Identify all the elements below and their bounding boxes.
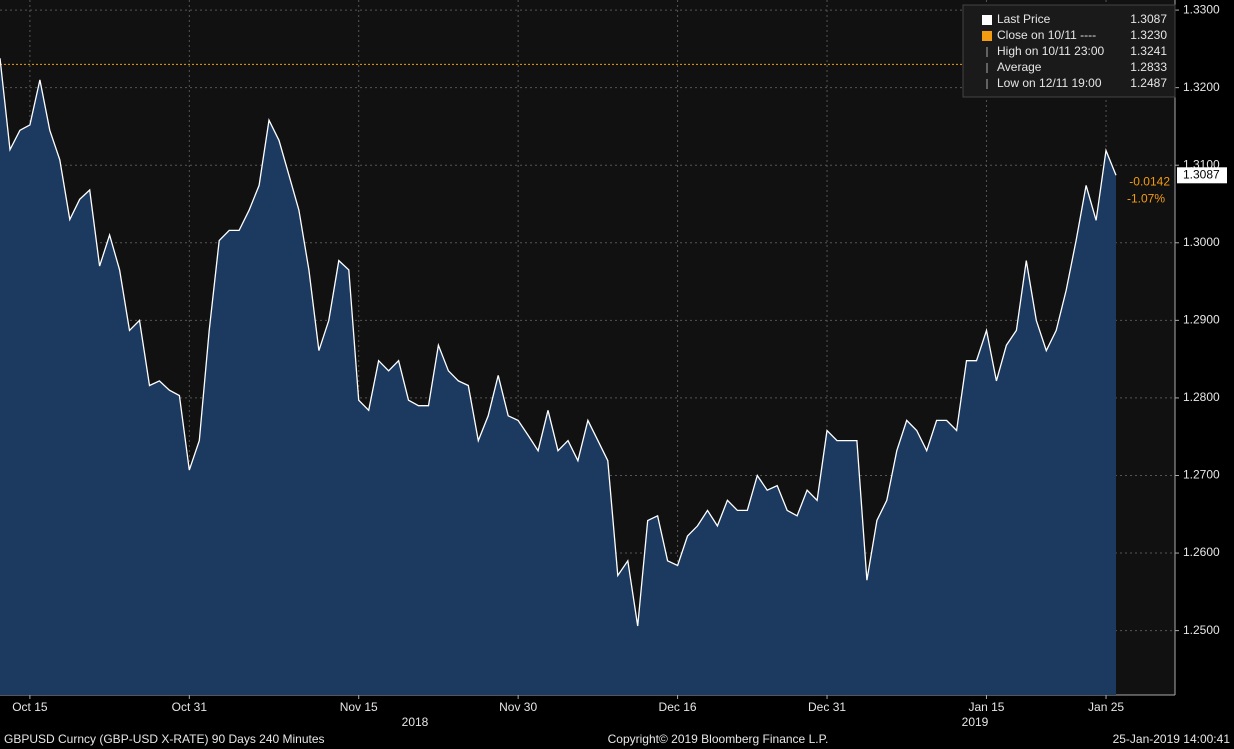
x-tick-label: Jan 15	[968, 700, 1004, 714]
legend-name: Last Price	[997, 12, 1051, 26]
y-tick-label: 1.2800	[1183, 390, 1220, 404]
x-tick-label: Oct 15	[12, 700, 48, 714]
y-tick-label: 1.2500	[1183, 623, 1220, 637]
line	[0, 58, 1117, 627]
legend-value: 1.3230	[1130, 28, 1167, 42]
change-pct: -1.07%	[1127, 191, 1165, 205]
y-tick-label: 1.2900	[1183, 313, 1220, 327]
y-tick-label: 1.2600	[1183, 545, 1220, 559]
last-price-tag-bg	[1177, 167, 1227, 184]
legend-value: 1.2487	[1130, 76, 1167, 90]
legend-swatch	[982, 15, 992, 25]
y-tick-label: 1.3200	[1183, 80, 1220, 94]
area	[0, 58, 1116, 695]
year-label: 2019	[962, 715, 989, 729]
change: -0.0142	[1129, 174, 1170, 188]
x-tick-label: Nov 15	[340, 700, 378, 714]
y-tick-label: 1.2700	[1183, 468, 1220, 482]
legend-name: Low on 12/11 19:00	[997, 76, 1102, 90]
legend-name: Close on 10/11 ----	[997, 28, 1096, 42]
legend-swatch	[982, 31, 992, 41]
footer-left: GBPUSD Curncy (GBP-USD X-RATE) 90 Days 2…	[4, 732, 325, 746]
last-price-tag: 1.3087	[1183, 167, 1220, 181]
x-tick-label: Dec 16	[659, 700, 697, 714]
x-tick-label: Oct 31	[172, 700, 208, 714]
legend-value: 1.2833	[1130, 60, 1167, 74]
footer-right: 25-Jan-2019 14:00:41	[1113, 732, 1231, 746]
legend-value: 1.3241	[1130, 44, 1167, 58]
y-tick-label: 1.3000	[1183, 235, 1220, 249]
legend-box	[962, 4, 1176, 98]
x-tick-label: Nov 30	[499, 700, 537, 714]
x-tick-label: Dec 31	[808, 700, 846, 714]
year-label: 2018	[402, 715, 429, 729]
y-tick-label: 1.3300	[1183, 2, 1220, 16]
x-tick-label: Jan 25	[1088, 700, 1124, 714]
legend-name: High on 10/11 23:00	[997, 44, 1105, 58]
legend-name: Average	[997, 60, 1042, 74]
legend-value: 1.3087	[1130, 12, 1167, 26]
footer-center: Copyright© 2019 Bloomberg Finance L.P.	[608, 732, 829, 746]
